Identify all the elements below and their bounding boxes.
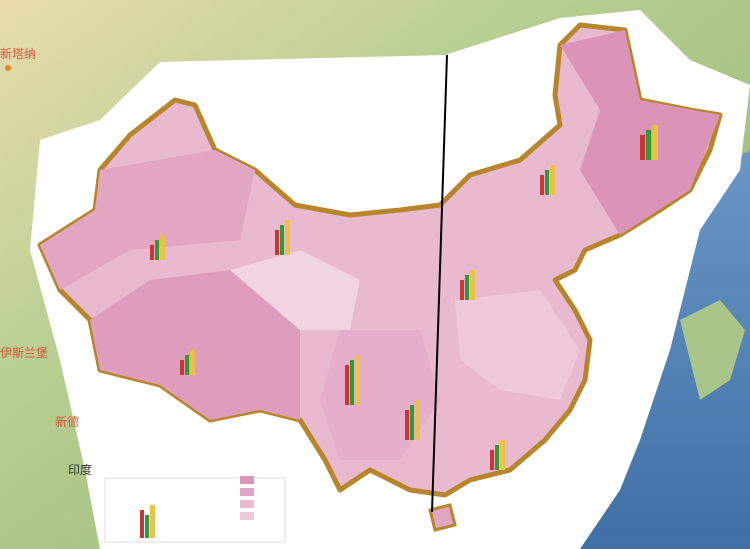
- legend: [104, 476, 286, 543]
- japan: [680, 300, 745, 400]
- region: [40, 150, 255, 290]
- divider-line: [431, 54, 448, 513]
- place-marker: [5, 65, 11, 71]
- region: [230, 250, 360, 330]
- region: [560, 30, 720, 235]
- region: [455, 290, 580, 400]
- hainan: [428, 503, 457, 532]
- place-label: 伊斯兰堡: [0, 345, 48, 360]
- region: [90, 270, 300, 420]
- place-label: 印度: [68, 462, 92, 477]
- chart-glyphs: [150, 125, 658, 470]
- place-label: 新塔纳: [0, 46, 36, 61]
- place-label: 新德: [55, 414, 79, 429]
